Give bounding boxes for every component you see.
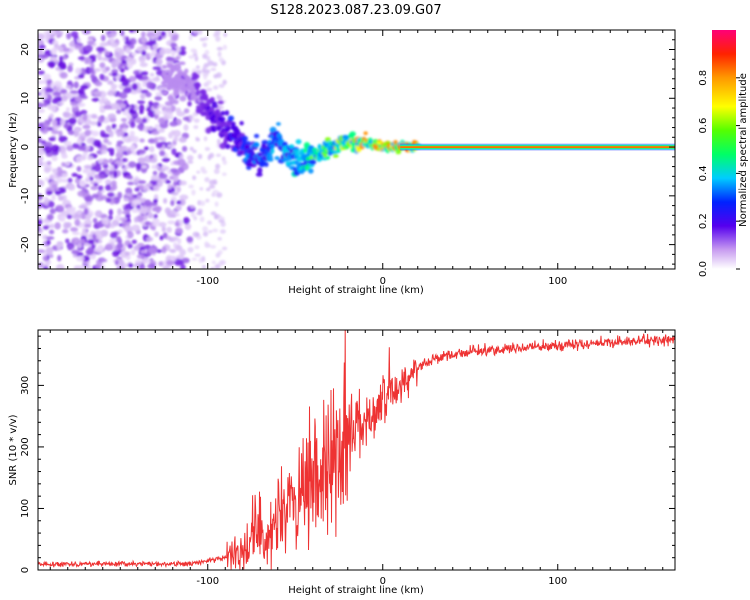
colorbar-ticks: 0.0 0.2 0.4 0.6 0.8: [698, 70, 740, 277]
snr-y-tick-label: 0: [20, 567, 31, 573]
colorbar-tick-label: 0.2: [698, 213, 709, 229]
spectrogram-signal-ridge: [161, 61, 421, 178]
snr-line-layer: [38, 330, 675, 570]
snr-x-label: Height of straight line (km): [288, 585, 424, 596]
spectrogram-x-tick-label: 100: [548, 276, 567, 287]
colorbar-tick-label: 0.8: [698, 70, 709, 86]
colorbar-gradient-bar: [712, 30, 736, 269]
spectrogram-noise-blobs: [38, 30, 228, 269]
colorbar-tick-label: 0.0: [698, 261, 709, 277]
spectrogram-y-tick-label: 10: [20, 92, 31, 105]
spectrogram-frame: [37, 29, 676, 270]
snr-x-tick-label: 0: [380, 576, 386, 587]
snr-y-label: SNR (10 * v/v): [8, 414, 19, 485]
snr-background: [38, 330, 675, 570]
snr-y-tick-label: 300: [20, 376, 31, 395]
spectrogram-x-tick-label: 0: [380, 276, 386, 287]
spectrogram-y-label: Frequency (Hz): [8, 112, 19, 188]
spectrogram-y-tick-label: 20: [20, 43, 31, 56]
spectrogram-carrier-line: [400, 143, 675, 151]
colorbar: 0.0 0.2 0.4 0.6 0.8 Normalized spectral ampl…: [698, 30, 749, 277]
snr-x-tick-label: -100: [196, 576, 219, 587]
spectrogram-y-tick-label: 0: [20, 144, 31, 150]
snr-y-tick-label: 100: [20, 499, 31, 518]
colorbar-label: Normalized spectral amplitude: [738, 73, 749, 227]
snr-y-tick-label: 200: [20, 437, 31, 456]
spectrogram-x-tick-label: -100: [196, 276, 219, 287]
spectrogram-y-tick-label: -20: [20, 236, 31, 252]
spectrogram-y-tick-label: -10: [20, 188, 31, 204]
colorbar-tick-label: 0.6: [698, 118, 709, 134]
snr-x-tick-label: 100: [548, 576, 567, 587]
spectrogram-x-label: Height of straight line (km): [288, 285, 424, 296]
colorbar-tick-label: 0.4: [698, 165, 709, 181]
snr-panel: -100 0 100 0 100 200 300 Height of straight li…: [8, 329, 676, 596]
spectrogram-heat-layer: [38, 30, 675, 269]
snr-frame: [37, 329, 676, 571]
snr-ticks: -100 0 100 0 100 200 300: [20, 330, 675, 587]
figure-title: S128.2023.087.23.09.G07: [270, 3, 441, 18]
snr-series-line: [38, 330, 675, 570]
